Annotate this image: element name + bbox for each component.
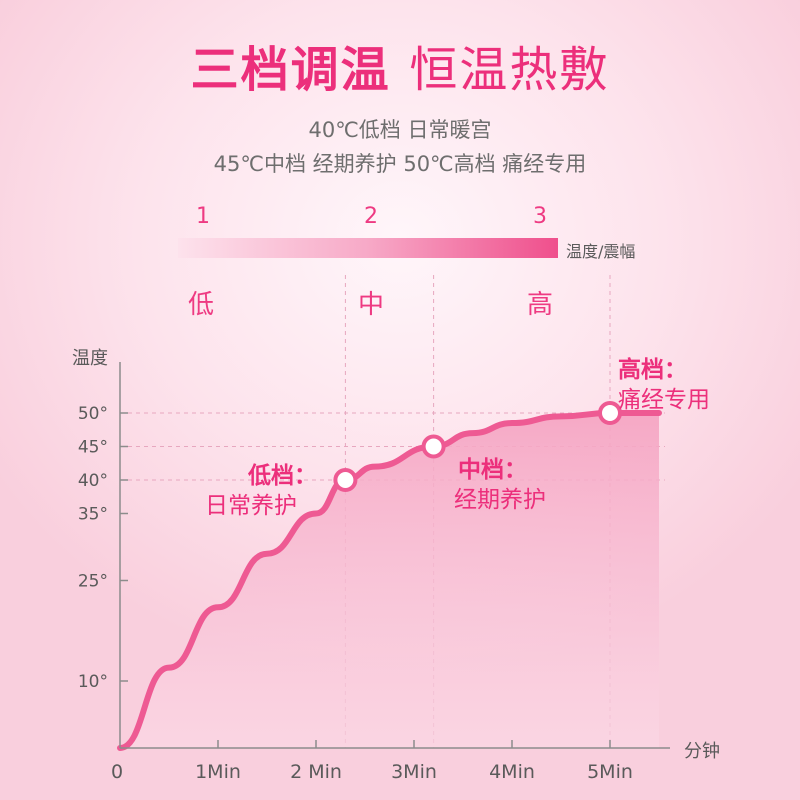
y-axis-label: 温度 — [72, 348, 108, 369]
y-tick-label: 50° — [78, 404, 108, 424]
level-low-label: 低 — [188, 290, 215, 320]
x-tick-label: 4Min — [489, 761, 535, 783]
title-part2: 恒温热敷 — [409, 42, 610, 98]
y-tick-label: 10° — [78, 672, 108, 692]
chart-curve — [117, 410, 662, 751]
y-tick-label: 25° — [78, 572, 108, 592]
y-tick-label: 45° — [78, 438, 108, 458]
x-axis-label: 分钟 — [684, 741, 720, 762]
x-tick-label: 0 — [111, 761, 123, 783]
x-tick-label: 1Min — [195, 761, 241, 783]
page-title: 三档调温 恒温热敷 — [0, 30, 800, 100]
scale-number-3: 3 — [533, 204, 547, 229]
subtitle-line2: 45℃中档 经期养护 50℃高档 痛经专用 — [213, 152, 587, 176]
y-tick-label: 40° — [78, 471, 108, 491]
callout-mid-text: 经期养护 — [454, 487, 546, 513]
callout-low-heading: 低档： — [248, 463, 317, 489]
level-mid-label: 中 — [358, 290, 385, 320]
scale-number-2: 2 — [364, 204, 378, 229]
scale-number-1: 1 — [196, 204, 210, 229]
callout-mid-heading: 中档： — [458, 457, 527, 483]
subtitle-line1: 40℃低档 日常暖宫 — [308, 118, 492, 142]
title-part1: 三档调温 — [190, 42, 391, 98]
data-point-marker — [333, 468, 358, 492]
chart-area-fill — [120, 413, 659, 748]
y-tick-label: 35° — [78, 505, 108, 525]
callout-high-text: 痛经专用 — [618, 387, 710, 413]
x-tick-label: 3Min — [391, 761, 437, 783]
x-tick-label: 5Min — [587, 761, 633, 783]
temperature-gradient-bar — [178, 238, 558, 258]
callout-low-text: 日常养护 — [205, 493, 297, 519]
level-high-label: 高 — [527, 290, 554, 320]
gradient-bar-label: 温度/震幅 — [566, 242, 636, 261]
x-tick-label: 2 Min — [290, 761, 342, 783]
data-point-marker — [421, 434, 446, 459]
callout-high-heading: 高档： — [618, 357, 687, 383]
data-point-marker — [598, 401, 622, 425]
